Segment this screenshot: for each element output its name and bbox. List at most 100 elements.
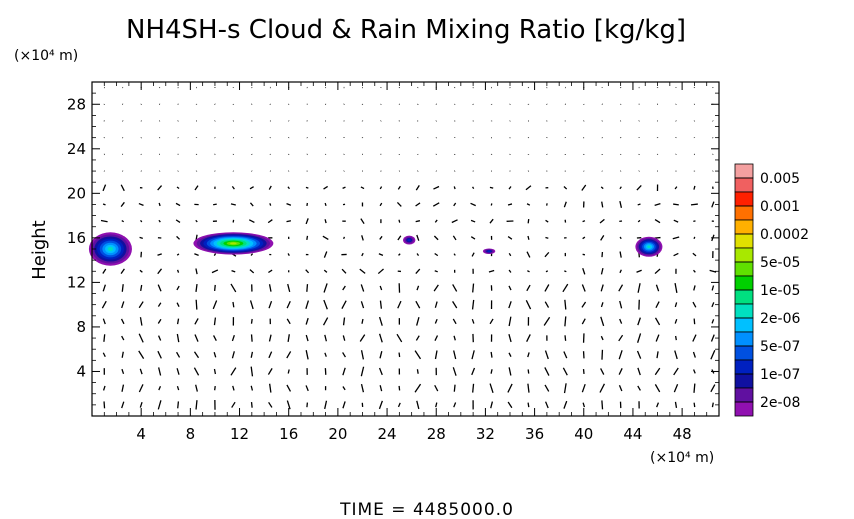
- plot-frame: [91, 81, 720, 417]
- wind-vector: [654, 384, 661, 393]
- x-tick-label: 28: [427, 425, 446, 443]
- wind-vector: [175, 202, 181, 207]
- wind-vector: [527, 402, 530, 408]
- wind-vector: [396, 202, 402, 207]
- wind-vector: [416, 234, 420, 241]
- wind-vector: [489, 318, 494, 325]
- wind-vector: [398, 352, 401, 358]
- wind-vector: [472, 283, 475, 293]
- wind-vector: [636, 184, 642, 191]
- wind-vector: [415, 220, 421, 223]
- wind-vector: [379, 235, 383, 240]
- colorbar-cell: [734, 205, 754, 221]
- wind-vector: [508, 285, 512, 291]
- x-tick-label: 36: [525, 425, 544, 443]
- wind-vector: [305, 269, 310, 274]
- wind-vector: [618, 385, 623, 392]
- wind-vector: [471, 252, 475, 257]
- wind-vector: [212, 300, 218, 310]
- colorbar-label: 2e-08: [760, 395, 800, 411]
- wind-vector: [398, 219, 401, 223]
- wind-vector: [121, 384, 125, 392]
- chart-title: NH4SH-s Cloud & Rain Mixing Ratio [kg/kg…: [126, 15, 686, 45]
- wind-vector: [360, 366, 365, 377]
- wind-vector: [600, 316, 605, 327]
- wind-vector: [471, 350, 475, 360]
- wind-vector: [268, 351, 273, 359]
- wind-vector: [693, 269, 696, 273]
- wind-vector: [711, 201, 715, 208]
- wind-vector: [248, 219, 255, 224]
- x-tick-label: 20: [328, 425, 347, 443]
- wind-vector: [342, 335, 346, 341]
- wind-vector: [563, 383, 567, 394]
- wind-vector: [636, 350, 642, 359]
- y-tick-label: 4: [76, 362, 86, 380]
- wind-vector: [268, 284, 272, 292]
- wind-vector: [525, 300, 532, 310]
- wind-vector: [157, 268, 163, 275]
- wind-vector: [710, 334, 715, 342]
- wind-vector: [600, 186, 604, 190]
- wind-vector: [305, 385, 309, 392]
- wind-vector: [690, 203, 698, 206]
- wind-vector: [637, 385, 641, 391]
- wind-vector: [471, 367, 476, 376]
- wind-vector: [488, 269, 495, 273]
- wind-vector: [527, 369, 530, 374]
- wind-vector: [323, 251, 328, 258]
- wind-vector: [673, 219, 679, 223]
- wind-vector: [305, 218, 309, 225]
- wind-vector: [414, 350, 422, 360]
- y-axis-label: Height: [29, 220, 50, 280]
- wind-vector: [195, 268, 198, 275]
- wind-vector: [213, 368, 217, 375]
- colorbar-cell: [734, 303, 754, 319]
- wind-vector: [581, 383, 586, 393]
- wind-vector: [600, 368, 605, 375]
- wind-vector: [158, 202, 161, 207]
- wind-vector: [231, 401, 236, 408]
- wind-vector: [693, 285, 696, 291]
- wind-vector: [324, 202, 327, 207]
- wind-vector: [360, 284, 365, 292]
- colorbar-cell: [734, 275, 754, 291]
- wind-vector: [157, 335, 162, 341]
- wind-vector: [451, 219, 458, 224]
- wind-vector: [710, 384, 716, 393]
- wind-vector: [693, 383, 696, 393]
- wind-vector: [618, 350, 623, 360]
- wind-vector: [527, 383, 530, 393]
- wind-vector: [323, 185, 328, 190]
- wind-vector: [287, 253, 290, 257]
- wind-vector: [121, 368, 125, 375]
- wind-vector: [121, 335, 125, 341]
- wind-vector: [507, 401, 513, 409]
- wind-vector: [157, 318, 162, 324]
- wind-vector: [414, 383, 422, 393]
- wind-vector: [453, 253, 456, 256]
- wind-vector: [582, 402, 586, 408]
- colorbar-label: 5e-05: [760, 255, 800, 271]
- wind-vector: [360, 301, 365, 309]
- wind-vector: [600, 268, 604, 275]
- wind-vector: [323, 299, 328, 310]
- wind-vector: [194, 185, 199, 191]
- wind-vector: [544, 401, 549, 409]
- wind-vector: [176, 368, 180, 375]
- wind-vector: [176, 351, 181, 358]
- wind-vector: [471, 318, 475, 324]
- wind-vector: [306, 235, 309, 240]
- y-tick-label: 16: [67, 229, 86, 247]
- wind-vector: [397, 402, 401, 408]
- wind-vector: [102, 284, 107, 292]
- wind-vector: [711, 402, 714, 408]
- wind-vector: [600, 235, 605, 241]
- wind-vector: [379, 186, 383, 190]
- wind-vector: [654, 268, 661, 275]
- wind-vector: [212, 335, 217, 341]
- wind-vector: [361, 235, 364, 241]
- colorbar-cell: [734, 359, 754, 375]
- wind-vector: [324, 352, 327, 357]
- wind-vector: [527, 352, 530, 358]
